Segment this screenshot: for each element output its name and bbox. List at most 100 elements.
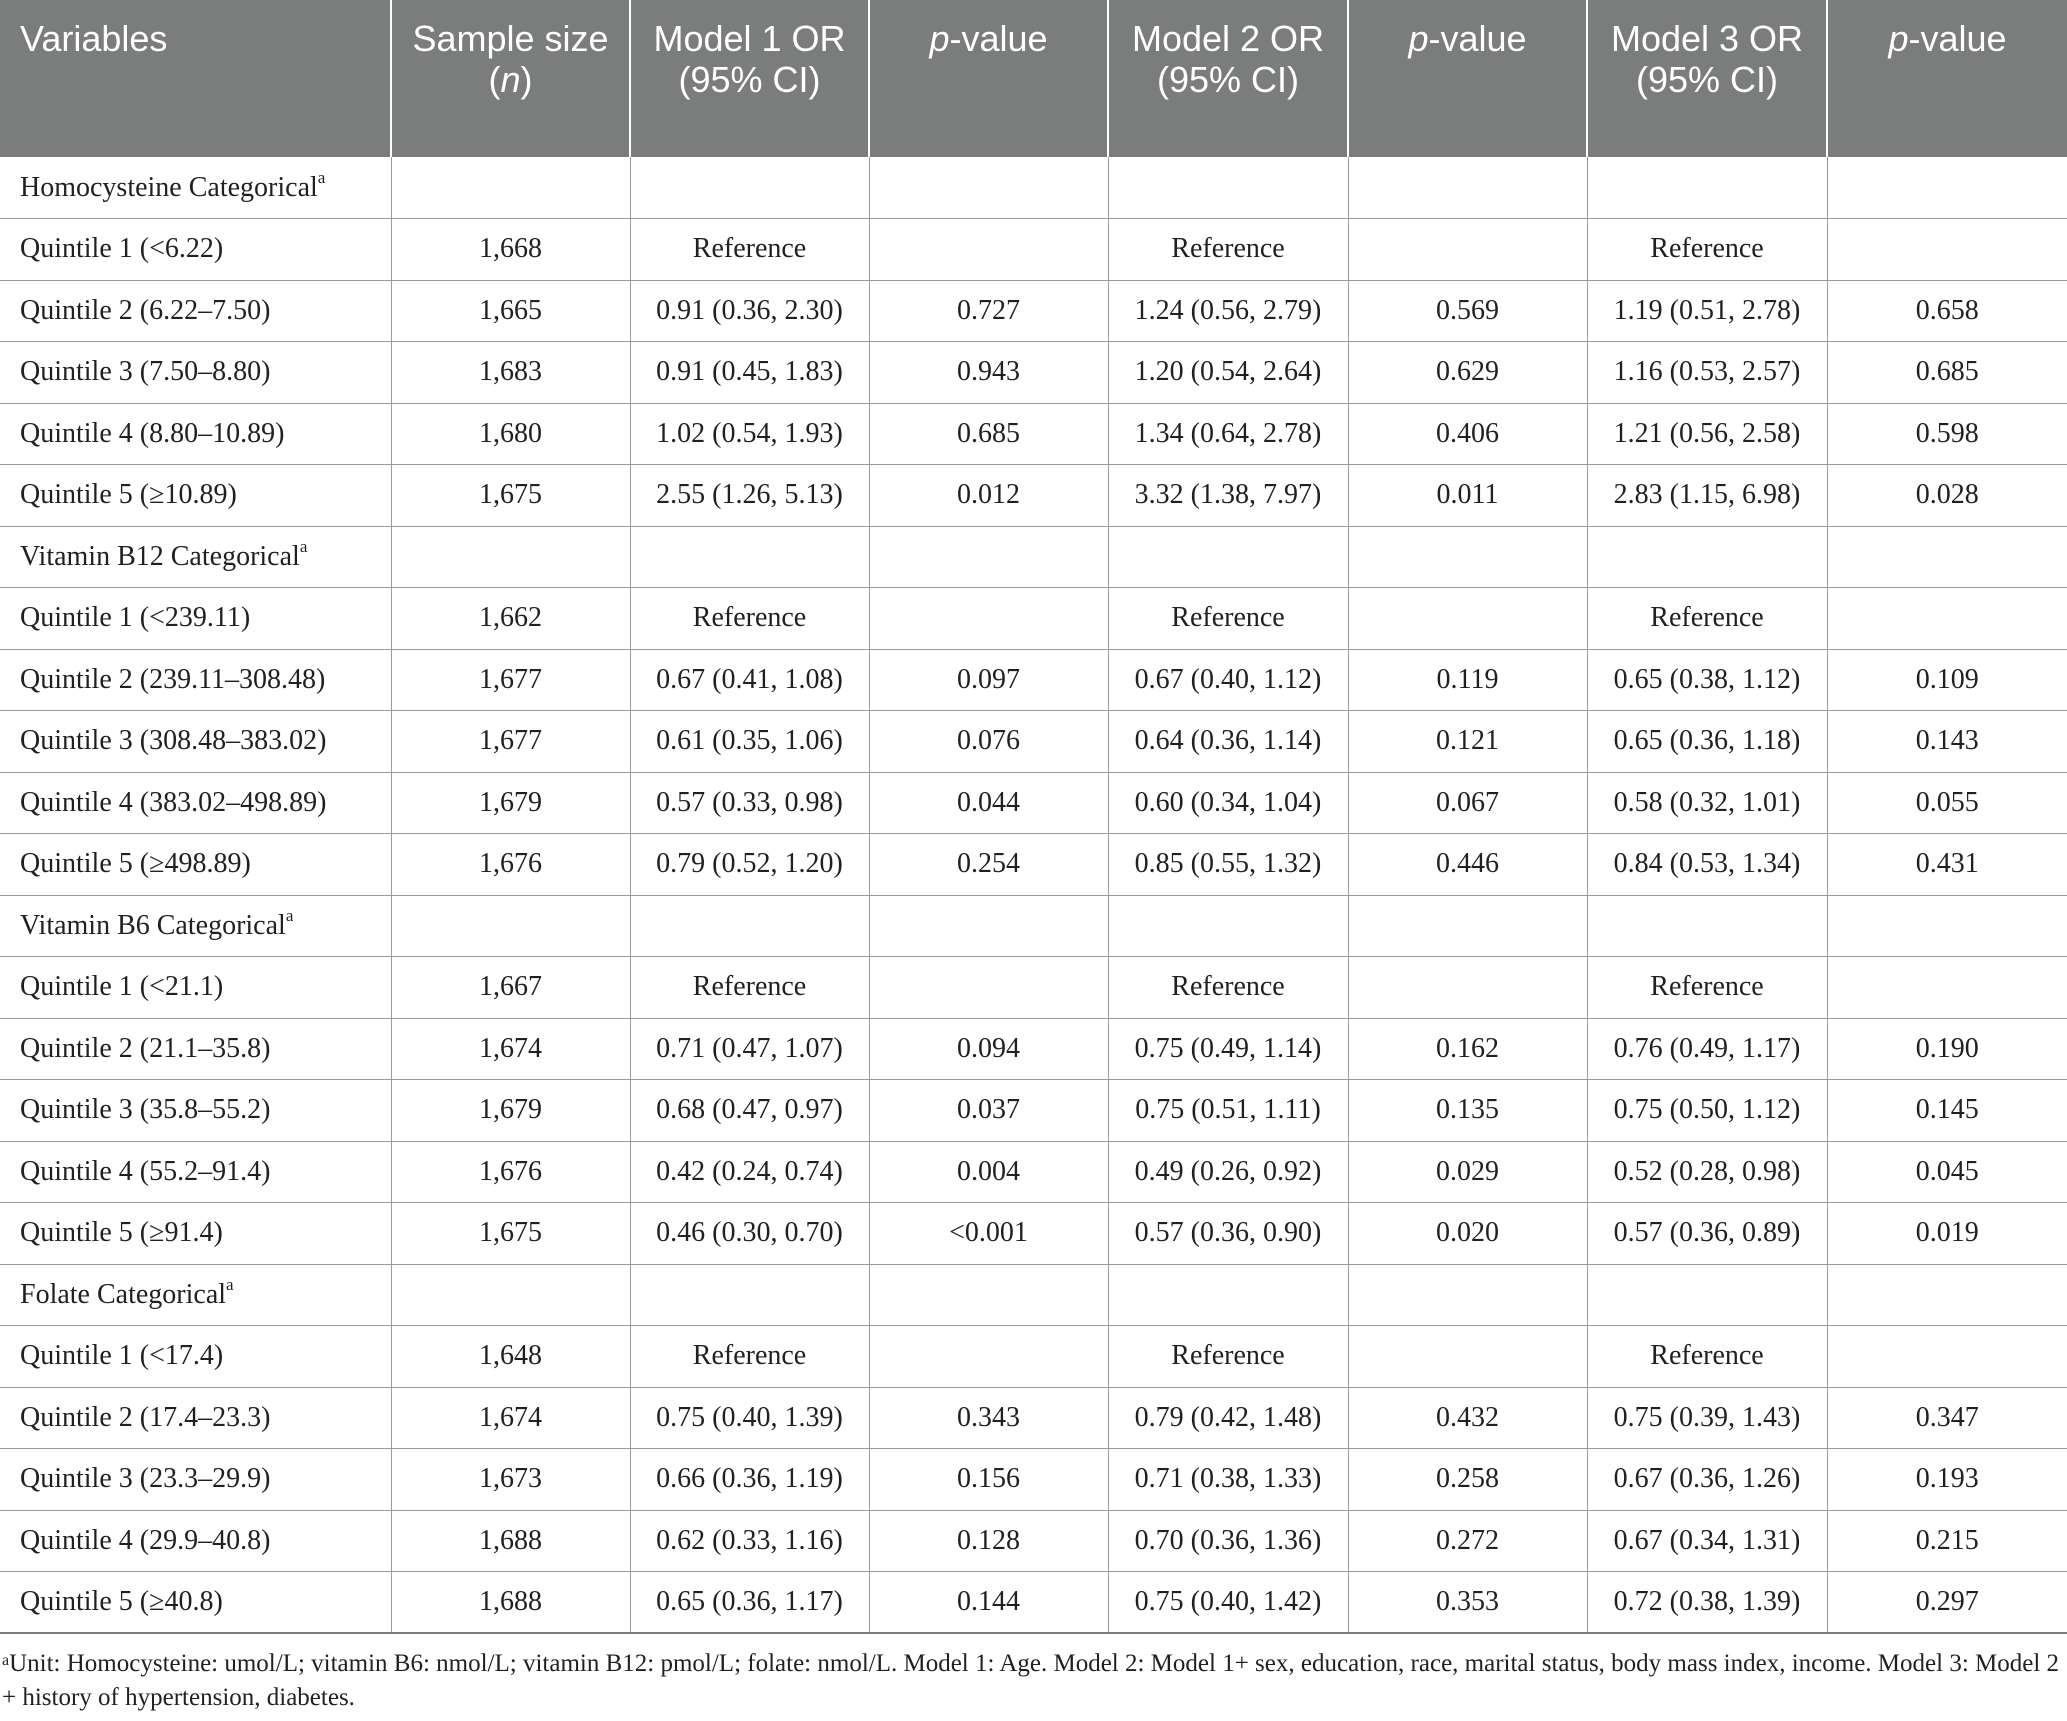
row-label-cell: Quintile 4 (29.9–40.8) [0,1510,391,1572]
table-cell: 0.66 (0.36, 1.19) [629,1448,869,1511]
empty-cell [1586,1264,1827,1326]
empty-cell [629,1264,869,1326]
table-cell: Reference [1586,587,1827,650]
table-cell: 0.347 [1826,1387,2067,1449]
table-cell: 1,674 [390,1018,630,1080]
table-cell: 0.145 [1826,1079,2067,1142]
section-row: Homocysteine Categoricala [0,157,2067,219]
table-cell: 0.75 (0.51, 1.11) [1107,1079,1348,1142]
table-cell: 1,662 [390,587,630,650]
empty-cell [1826,157,2067,219]
column-header-text: Variables [20,18,168,59]
table-cell: 0.84 (0.53, 1.34) [1586,833,1827,896]
empty-cell [1586,526,1827,588]
table-cell: 0.75 (0.39, 1.43) [1586,1387,1827,1449]
table-row: Quintile 3 (35.8–55.2) 1,679 0.68 (0.47, 0… [0,1079,2067,1142]
column-header-text: Model 3 OR (95% CI) [1610,18,1804,100]
table-cell: 1,668 [390,218,630,281]
table-cell: 1,679 [390,1079,630,1142]
table-cell: 1,648 [390,1325,630,1388]
column-header-text: -value [949,18,1048,59]
table-cell: 0.727 [868,280,1108,342]
table-cell: 0.943 [868,341,1108,404]
table-cell: 0.156 [868,1448,1108,1511]
empty-cell [868,157,1108,219]
table-cell [1826,1325,2067,1388]
table-cell: 1.24 (0.56, 2.79) [1107,280,1348,342]
table-cell: 0.58 (0.32, 1.01) [1586,772,1827,834]
table-cell: 0.685 [868,403,1108,465]
empty-cell [390,1264,630,1326]
table-cell: 1.16 (0.53, 2.57) [1586,341,1827,404]
table-cell: 0.57 (0.33, 0.98) [629,772,869,834]
table-cell: 1,688 [390,1571,630,1634]
table-cell: 0.569 [1347,280,1587,342]
table-cell: 0.70 (0.36, 1.36) [1107,1510,1348,1572]
column-header-3: p-value [868,0,1108,157]
empty-cell [1347,526,1587,588]
table-cell: 0.46 (0.30, 0.70) [629,1202,869,1265]
table-cell: 0.42 (0.24, 0.74) [629,1141,869,1203]
table-cell: 1,677 [390,649,630,711]
section-label: Vitamin B6 Categorical [20,909,286,941]
column-header-text: -value [1428,18,1527,59]
table-row: Quintile 4 (29.9–40.8) 1,688 0.62 (0.33, 1… [0,1510,2067,1572]
table-cell: 0.162 [1347,1018,1587,1080]
table-cell: 1,680 [390,403,630,465]
table-cell: 0.79 (0.52, 1.20) [629,833,869,896]
table-cell: 0.406 [1347,403,1587,465]
column-header-2: Model 1 OR (95% CI) [629,0,869,157]
empty-cell [868,1264,1108,1326]
table-row: Quintile 2 (17.4–23.3) 1,674 0.75 (0.40, 1… [0,1387,2067,1449]
table-cell: 0.49 (0.26, 0.92) [1107,1141,1348,1203]
table-row: Quintile 3 (23.3–29.9) 1,673 0.66 (0.36, 1… [0,1448,2067,1511]
column-header-text: -value [1908,18,2007,59]
table-cell: 0.094 [868,1018,1108,1080]
table-cell: Reference [1586,1325,1827,1388]
footnote-text: Unit: Homocysteine: umol/L; vitamin B6: … [2,1650,2060,1711]
table-cell: 0.57 (0.36, 0.89) [1586,1202,1827,1265]
section-row: Vitamin B6 Categoricala [0,895,2067,957]
footnote-ref: a [317,167,326,187]
table-cell: Reference [1107,218,1348,281]
table-cell: 0.629 [1347,341,1587,404]
table-cell [868,587,1108,650]
row-label-cell: Quintile 3 (308.48–383.02) [0,710,391,773]
table-row: Quintile 4 (383.02–498.89) 1,679 0.57 (0.3… [0,772,2067,834]
empty-cell [629,526,869,588]
table-footnote: aUnit: Homocysteine: umol/L; vitamin B6:… [0,1634,2067,1715]
column-header-text: Sample size ( [412,18,609,100]
empty-cell [1347,1264,1587,1326]
table-cell [1826,956,2067,1019]
row-label-cell: Quintile 5 (≥498.89) [0,833,391,896]
table-row: Quintile 4 (8.80–10.89) 1,680 1.02 (0.54, … [0,403,2067,465]
table-cell: 0.432 [1347,1387,1587,1449]
table-cell: 0.258 [1347,1448,1587,1511]
table-cell: 0.85 (0.55, 1.32) [1107,833,1348,896]
table-cell: 0.61 (0.35, 1.06) [629,710,869,773]
table-cell: Reference [1107,956,1348,1019]
empty-cell [1107,526,1348,588]
empty-cell [1586,157,1827,219]
table-cell: 0.67 (0.36, 1.26) [1586,1448,1827,1511]
table-cell [1347,1325,1587,1388]
table-cell: 0.128 [868,1510,1108,1572]
header-row: Variables Sample size (n) Model 1 OR (95% … [0,0,2067,157]
table-row: Quintile 2 (239.11–308.48) 1,677 0.67 (0.4… [0,649,2067,711]
table-cell: 1,677 [390,710,630,773]
column-header-5: p-value [1347,0,1587,157]
table-cell: Reference [629,218,869,281]
table-cell: 0.658 [1826,280,2067,342]
row-label-cell: Quintile 2 (239.11–308.48) [0,649,391,711]
column-header-4: Model 2 OR (95% CI) [1107,0,1348,157]
empty-cell [629,895,869,957]
table-cell: 0.193 [1826,1448,2067,1511]
table-cell: 0.067 [1347,772,1587,834]
table-cell: 0.097 [868,649,1108,711]
table-cell: 0.67 (0.40, 1.12) [1107,649,1348,711]
table-cell: 0.65 (0.36, 1.18) [1586,710,1827,773]
table-cell: 0.598 [1826,403,2067,465]
row-label-cell: Quintile 1 (<6.22) [0,218,391,281]
section-row: Folate Categoricala [0,1264,2067,1326]
table-cell: 0.62 (0.33, 1.16) [629,1510,869,1572]
